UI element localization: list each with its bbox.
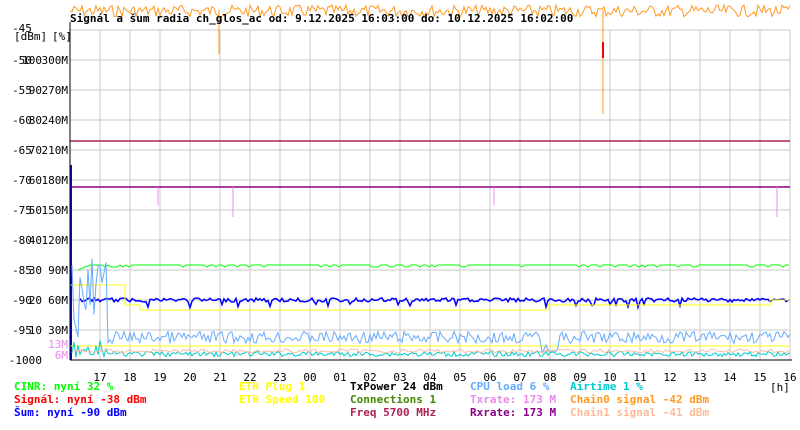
x-tick-label: 19 (153, 371, 166, 384)
x-tick-label: 02 (363, 371, 376, 384)
legend-item-tx-power: TxPower 24 dBm (350, 380, 443, 393)
x-tick-label: 23 (273, 371, 286, 384)
y-unit-pct: [%] (52, 30, 72, 43)
y-tick-pct: 60 (29, 174, 42, 187)
noise-trace (79, 296, 791, 311)
y-tick-dbm: -55 (12, 84, 32, 97)
x-tick-label: 21 (213, 371, 226, 384)
y-tick-rate: 13M (48, 338, 68, 351)
x-unit: [h] (770, 381, 790, 394)
y-tick-rate: 120M (42, 234, 69, 247)
airtime-trace (71, 340, 791, 359)
axes (69, 22, 792, 361)
x-tick-label: 06 (483, 371, 496, 384)
y-tick-dbm: -80 (12, 234, 32, 247)
y-tick-pct: 10 (29, 324, 42, 337)
y-tick-pct: 70 (29, 144, 42, 157)
chart-title: Signál a šum radia ch_glos_ac od: 9.12.2… (70, 12, 573, 25)
x-tick-label: 18 (123, 371, 136, 384)
eth-plug-trace (70, 284, 790, 311)
x-tick-label: 17 (93, 371, 106, 384)
chain0-signal-trace (69, 3, 791, 19)
x-tick-label: 00 (303, 371, 316, 384)
y-tick-pct: 40 (29, 234, 42, 247)
y-tick-pct: 20 (29, 294, 42, 307)
y-tick-rate: 180M (42, 174, 69, 187)
y-tick-dbm: -60 (12, 114, 32, 127)
legend-item-rxrate: Rxrate: 173 M (470, 406, 557, 419)
legend-item-eth-speed: ETH Speed 100 (239, 393, 326, 406)
y-tick-pct: 30 (29, 264, 42, 277)
y-tick-rate: 240M (42, 114, 69, 127)
x-tick-label: 20 (183, 371, 196, 384)
y-tick-dbm: -75 (12, 204, 32, 217)
y-tick-dbm: -85 (12, 264, 32, 277)
y-tick-rate: 60M (48, 294, 68, 307)
legend-item-freq: Freq 5700 MHz (350, 406, 437, 419)
x-tick-label: 11 (633, 371, 646, 384)
y-tick-pct: 90 (29, 84, 42, 97)
x-tick-label: 08 (543, 371, 556, 384)
y-tick-rate: 90M (48, 264, 68, 277)
y-tick-pct: 80 (29, 114, 42, 127)
legend-item-signal: Signál: nyní -38 dBm (14, 393, 147, 406)
x-tick-label: 13 (693, 371, 706, 384)
legend-item-noise: Šum: nyní -90 dBm (14, 406, 127, 419)
y-tick-dbm: -65 (12, 144, 32, 157)
cinr-trace (77, 264, 789, 271)
x-tick-label: 07 (513, 371, 526, 384)
legend-item-eth-plug: ETH Plug 1 (239, 380, 306, 393)
y-tick-rate: 150M (42, 204, 69, 217)
x-tick-label: 22 (243, 371, 256, 384)
y-tick-rate: 210M (42, 144, 69, 157)
tick-labels: -45-50-55-60-65-70-75-80-85-90-95-100100… (9, 22, 797, 384)
x-tick-label: 14 (723, 371, 737, 384)
y-tick-pct: 0 (35, 354, 42, 367)
y-unit-dbm: [dBm] (14, 30, 47, 43)
legend-item-cinr: CINR: nyní 32 % (14, 380, 114, 393)
y-tick-dbm: -45 (12, 22, 32, 35)
x-tick-label: 04 (423, 371, 437, 384)
x-tick-label: 12 (663, 371, 676, 384)
y-tick-dbm: -100 (9, 354, 36, 367)
cpu-load-trace (71, 258, 791, 354)
legend-item-chain1: Chain1 signal -41 dBm (570, 406, 710, 419)
legend-item-connections: Connections 1 (350, 393, 437, 406)
y-tick-dbm: -95 (12, 324, 32, 337)
x-tick-label: 09 (573, 371, 586, 384)
legend-item-cpu-load: CPU load 6 % (470, 380, 550, 393)
data-traces (69, 3, 791, 360)
y-tick-rate: 6M (55, 349, 69, 362)
x-tick-label: 03 (393, 371, 406, 384)
y-tick-rate: 300M (42, 54, 69, 67)
y-tick-dbm: -50 (12, 54, 32, 67)
x-tick-label: 10 (603, 371, 616, 384)
y-tick-rate: 30M (48, 324, 68, 337)
y-tick-pct: 100 (22, 54, 42, 67)
y-tick-dbm: -70 (12, 174, 32, 187)
chain1-signal-trace (71, 348, 790, 354)
y-tick-rate: 270M (42, 84, 69, 97)
x-tick-label: 15 (753, 371, 766, 384)
x-tick-label: 05 (453, 371, 466, 384)
x-tick-label: 01 (333, 371, 346, 384)
legend-item-airtime: Airtime 1 % (570, 380, 643, 393)
x-tick-label: 16 (783, 371, 796, 384)
y-tick-pct: 50 (29, 204, 42, 217)
legend-item-chain0: Chain0 signal -42 dBm (570, 393, 710, 406)
y-tick-dbm: -90 (12, 294, 32, 307)
legend-item-txrate: Txrate: 173 M (470, 393, 557, 406)
